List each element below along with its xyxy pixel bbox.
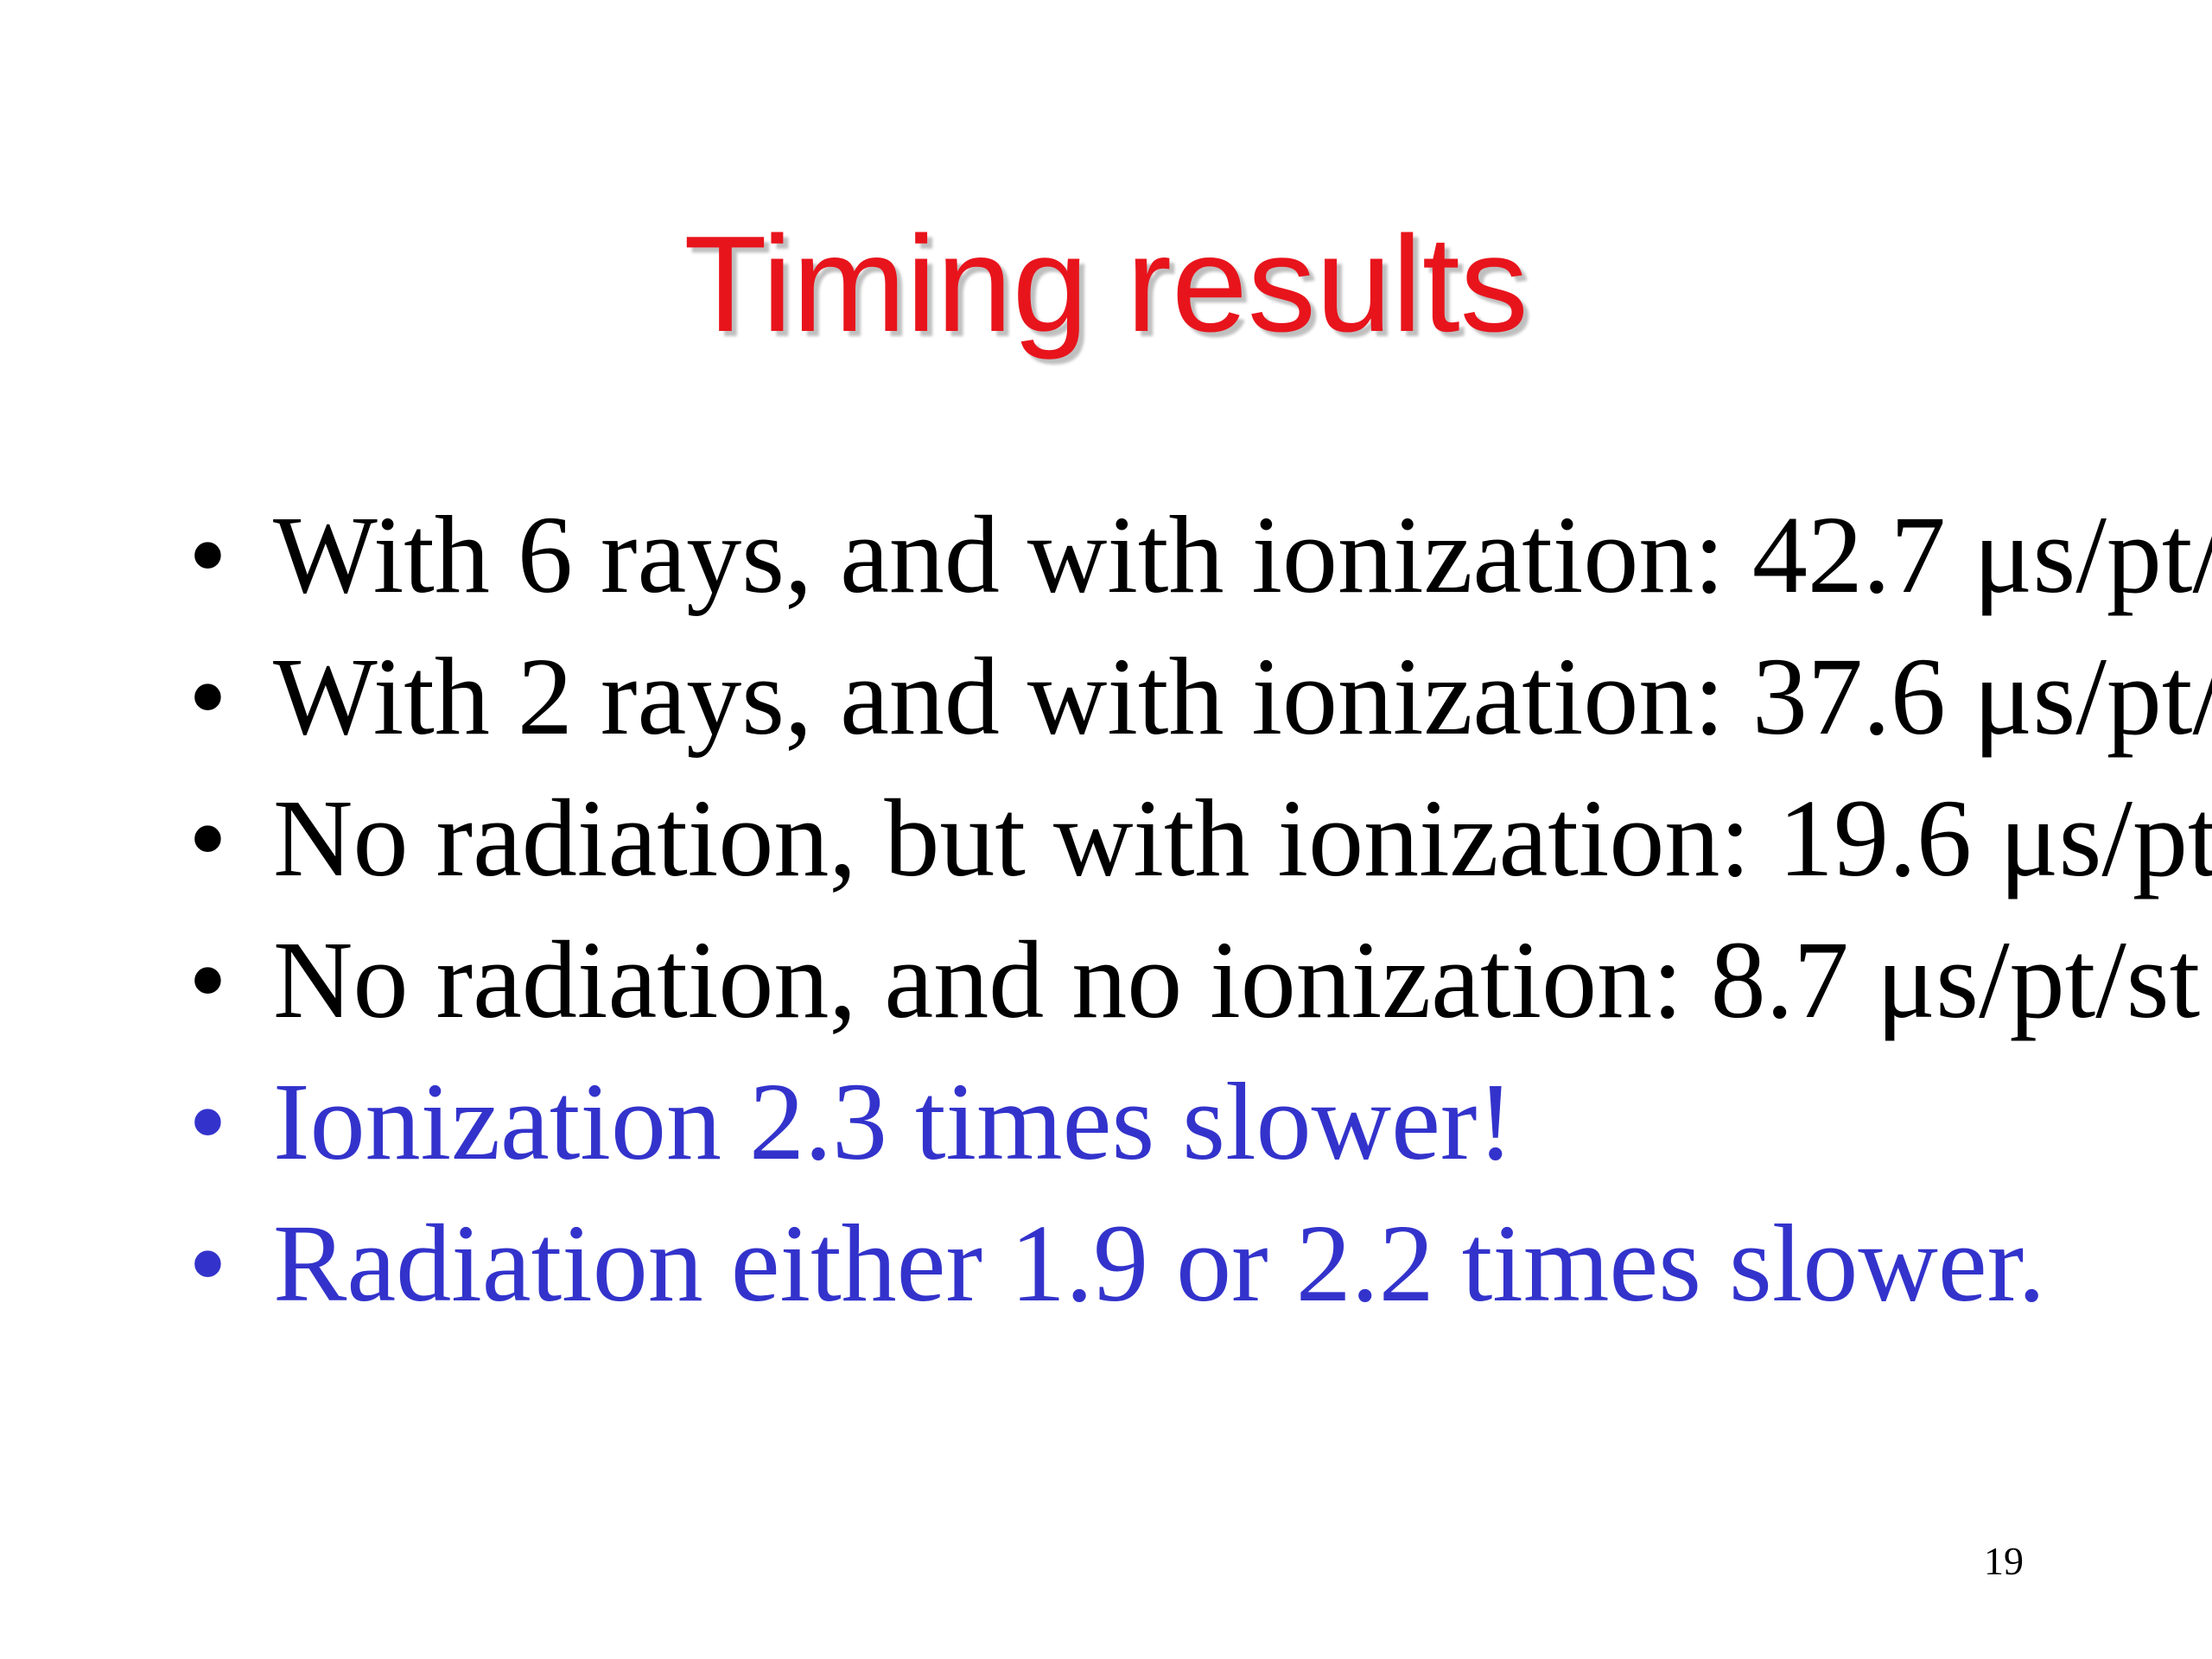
page-number: 19 bbox=[1984, 1539, 2024, 1583]
bullet-text: With 6 rays, and with ionization: 42.7 μ… bbox=[273, 493, 2212, 616]
bullet-text: No radiation, but with ionization: 19.6 … bbox=[273, 777, 2212, 899]
bullet-dot: • bbox=[188, 493, 227, 616]
bullet-item: • No radiation, but with ionization: 19.6… bbox=[188, 783, 2212, 893]
bullet-item: • With 6 rays, and with ionization: 42.7 … bbox=[188, 499, 2212, 610]
slide-title: Timing results bbox=[683, 208, 1529, 360]
bullet-text: Ionization 2.3 times slower! bbox=[273, 1060, 1515, 1183]
bullet-text: With 2 rays, and with ionization: 37.6 μ… bbox=[273, 635, 2212, 758]
bullet-item: • No radiation, and no ionization: 8.7 μs… bbox=[188, 925, 2200, 1035]
bullet-item: • Radiation either 1.9 or 2.2 times slowe… bbox=[188, 1208, 2045, 1319]
bullet-dot: • bbox=[188, 918, 227, 1041]
bullet-item: • With 2 rays, and with ionization: 37.6 … bbox=[188, 641, 2212, 752]
bullet-dot: • bbox=[188, 1202, 227, 1325]
bullet-text: Radiation either 1.9 or 2.2 times slower… bbox=[273, 1202, 2046, 1325]
bullet-dot: • bbox=[188, 1060, 227, 1183]
bullet-dot: • bbox=[188, 635, 227, 758]
bullet-text: No radiation, and no ionization: 8.7 μs/… bbox=[273, 918, 2201, 1041]
bullet-dot: • bbox=[188, 777, 227, 899]
bullet-item: • Ionization 2.3 times slower! bbox=[188, 1066, 1514, 1177]
